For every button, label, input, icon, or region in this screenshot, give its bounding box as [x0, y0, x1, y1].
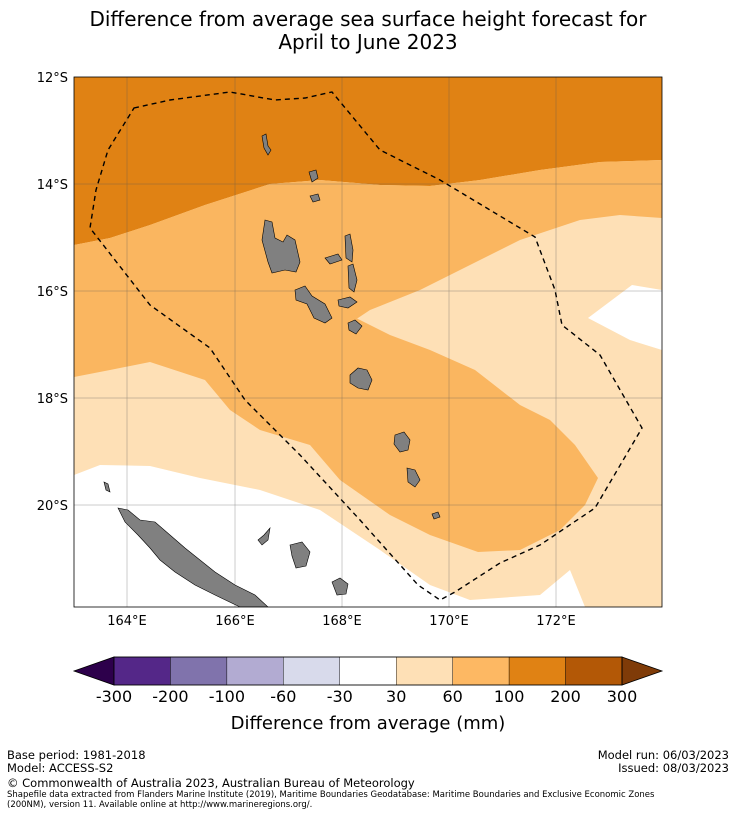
source-note: Shapefile data extracted from Flanders M…	[7, 790, 731, 810]
colorbar-tick-label: -30	[327, 687, 353, 706]
model-run: Model run: 06/03/2023	[597, 748, 729, 762]
source-line-2: (200NM), version 11. Available online at…	[7, 800, 313, 810]
island-vanua-lava	[309, 193, 321, 203]
chart-title: Difference from average sea surface heig…	[0, 8, 736, 54]
band-100-200	[74, 77, 662, 245]
lon-label-166e: 166°E	[215, 614, 255, 629]
band-neg30-30-east	[588, 285, 662, 350]
island-espiritu-santo	[261, 219, 301, 274]
colorbar-segment	[565, 656, 623, 686]
colorbar-segment	[283, 656, 340, 686]
title-line-1: Difference from average sea surface heig…	[89, 7, 647, 31]
lat-label-20s: 20°S	[37, 499, 68, 514]
colorbar-segments	[113, 656, 623, 686]
colorbar-segment	[226, 656, 284, 686]
lat-label-12s: 12°S	[37, 71, 68, 86]
model-name: Model: ACCESS-S2	[7, 761, 114, 775]
colorbar-tick-label: 300	[607, 687, 638, 706]
island-anatom	[431, 511, 441, 520]
island-loyalty-3	[257, 526, 271, 546]
colorbar: -300 -200 -100 -60 -30 30 60 100 200 300 Differen…	[72, 656, 664, 734]
band-60-100	[74, 160, 662, 552]
island-erromango	[393, 431, 411, 453]
island-maewo	[347, 263, 358, 293]
latitude-labels: 12°S 14°S 16°S 18°S 20°S	[37, 71, 68, 514]
island-belep	[103, 481, 111, 493]
copyright: © Commonwealth of Australia 2023, Austra…	[7, 776, 415, 790]
island-ambrym	[337, 296, 358, 309]
colorbar-segment	[339, 656, 397, 686]
colorbar-tick-label: 60	[442, 687, 462, 706]
island-loyalty-2	[331, 577, 349, 596]
colorbar-frame	[113, 656, 623, 686]
colorbar-tick-label: -60	[270, 687, 296, 706]
lat-label-18s: 18°S	[37, 392, 68, 407]
colorbar-segment	[170, 656, 228, 686]
base-period: Base period: 1981-2018	[7, 748, 146, 762]
title-line-2: April to June 2023	[278, 30, 458, 54]
colorbar-tick-label: 200	[550, 687, 581, 706]
island-new-caledonia	[117, 507, 269, 607]
island-epi	[347, 319, 363, 335]
lon-label-170e: 170°E	[429, 614, 469, 629]
island-malekula	[294, 285, 333, 324]
colorbar-tick-label: -200	[152, 687, 188, 706]
colorbar-tick-labels: -300 -200 -100 -60 -30 30 60 100 200 300	[96, 687, 637, 706]
colorbar-segment	[396, 656, 453, 686]
map-area	[74, 77, 662, 607]
eez-boundary	[89, 91, 643, 601]
colorbar-tick-label: 100	[494, 687, 525, 706]
colorbar-segment	[113, 656, 171, 686]
island-pentecost	[344, 233, 354, 263]
source-line-1: Shapefile data extracted from Flanders M…	[7, 790, 655, 800]
colorbar-tick-label: -100	[209, 687, 245, 706]
island-loyalty-1	[289, 541, 311, 569]
map-frame	[73, 76, 663, 608]
lat-label-16s: 16°S	[37, 285, 68, 300]
issued-date: Issued: 08/03/2023	[618, 761, 729, 775]
island-torres	[261, 133, 272, 156]
longitude-labels: 164°E 166°E 168°E 170°E 172°E	[107, 614, 576, 629]
island-efate	[349, 367, 373, 391]
lon-label-168e: 168°E	[322, 614, 362, 629]
lon-label-164e: 164°E	[107, 614, 147, 629]
lat-label-14s: 14°S	[37, 178, 68, 193]
colorbar-extend-min	[72, 656, 115, 686]
colorbar-tick-label: 30	[386, 687, 406, 706]
colorbar-segment	[508, 656, 566, 686]
colorbar-extend-max	[621, 656, 664, 686]
colorbar-label: Difference from average (mm)	[231, 713, 506, 734]
lon-label-172e: 172°E	[536, 614, 576, 629]
footer-left: Base period: 1981-2018 Model: ACCESS-S2	[7, 749, 146, 775]
colorbar-tick-label: -300	[96, 687, 132, 706]
colorbar-segment	[452, 656, 510, 686]
footer-right: Model run: 06/03/2023 Issued: 08/03/2023	[598, 749, 729, 775]
island-gaua	[308, 169, 319, 183]
island-tanna	[406, 467, 421, 488]
land-masses	[103, 133, 441, 607]
island-ambae	[324, 253, 343, 265]
